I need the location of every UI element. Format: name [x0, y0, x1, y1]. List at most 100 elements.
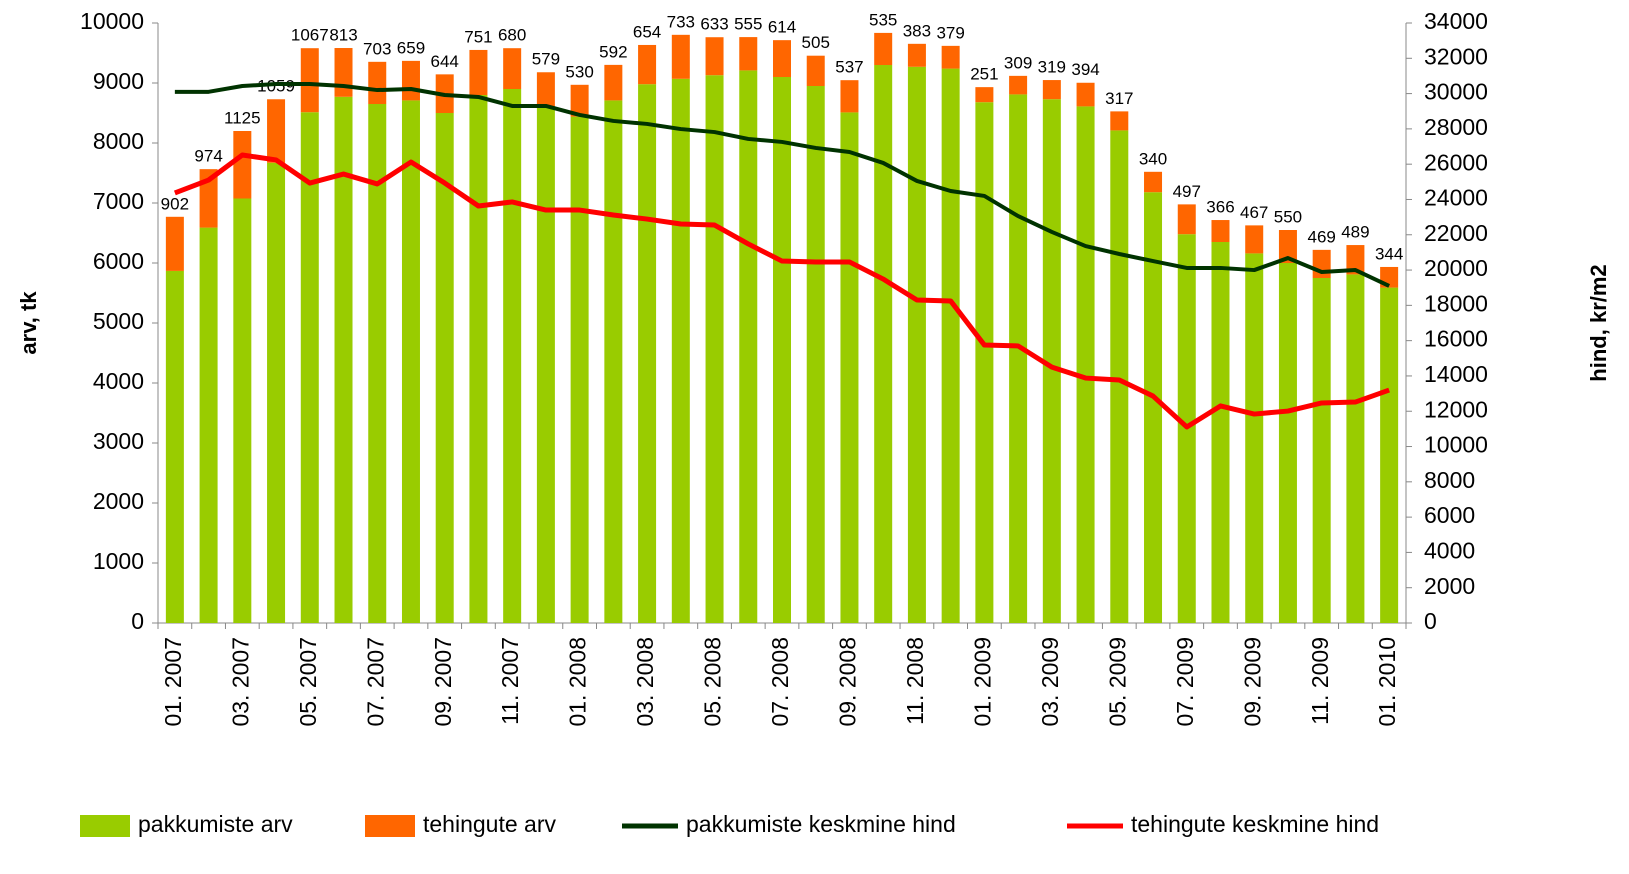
bar-segment [469, 49, 488, 95]
legend-swatch [365, 815, 415, 837]
y2-tick-label: 2000 [1424, 573, 1475, 599]
data-label: 592 [599, 42, 627, 61]
bar-segment [874, 32, 893, 65]
x-tick-label: 01. 2009 [969, 637, 995, 727]
data-label: 733 [667, 12, 695, 31]
y2-tick-label: 28000 [1424, 114, 1488, 140]
y2-tick-label: 6000 [1424, 502, 1475, 528]
legend-label: pakkumiste arv [138, 811, 293, 837]
bar-segment [1245, 225, 1264, 254]
y-tick-label: 6000 [93, 248, 144, 274]
x-tick-label: 09. 2008 [835, 637, 861, 727]
y-tick-label: 9000 [93, 68, 144, 94]
bar-segment [638, 44, 657, 85]
data-label: 489 [1341, 223, 1369, 242]
bar-segment [368, 61, 387, 104]
data-label: 344 [1375, 244, 1403, 263]
x-tick-label: 05. 2008 [700, 637, 726, 727]
bar-segment [1177, 204, 1196, 235]
bar-segment [1144, 171, 1163, 193]
bar-segment [368, 104, 387, 623]
bar-segment [1278, 230, 1297, 263]
bar-segment [1009, 75, 1028, 95]
bar-segment [840, 80, 859, 113]
x-tick-label: 03. 2009 [1037, 637, 1063, 727]
legend-label: tehingute keskmine hind [1131, 811, 1379, 837]
bar-segment [941, 68, 960, 624]
data-label: 1125 [224, 108, 261, 127]
line-series [174, 82, 1390, 288]
bar-segment [1346, 245, 1365, 275]
bar-segment [773, 40, 791, 77]
bar-segment [907, 43, 926, 67]
data-label: 579 [532, 50, 560, 69]
x-tick-label: 07. 2007 [362, 637, 388, 727]
x-tick-label: 01. 2008 [565, 637, 591, 727]
bar-segment [570, 84, 589, 117]
data-label: 383 [903, 21, 931, 40]
y2-tick-label: 24000 [1424, 185, 1488, 211]
bar-segment [806, 86, 825, 623]
data-label: 379 [936, 23, 964, 42]
bar-segment [1009, 94, 1028, 623]
data-label: 505 [802, 33, 830, 52]
y-tick-label: 4000 [93, 368, 144, 394]
bar-segment [773, 77, 791, 623]
y-tick-label: 7000 [93, 188, 144, 214]
bar-segment [1110, 130, 1129, 623]
y2-tick-label: 34000 [1424, 8, 1488, 34]
y-axis-label: arv, tk [16, 291, 41, 355]
bar-segment [570, 116, 589, 623]
bar-segment [469, 95, 488, 623]
y2-tick-label: 10000 [1424, 432, 1488, 458]
data-label: 535 [869, 10, 897, 29]
legend-label: tehingute arv [423, 811, 556, 837]
data-label: 317 [1105, 89, 1133, 108]
bar-segment [401, 60, 420, 101]
bar-segment [401, 100, 420, 623]
bar-segment [604, 64, 623, 101]
data-label: 633 [700, 15, 728, 34]
x-tick-label: 07. 2008 [767, 637, 793, 727]
x-tick-label: 11. 2009 [1307, 637, 1333, 725]
data-label: 340 [1139, 149, 1167, 168]
bar-segment [941, 45, 960, 69]
bar-segment [199, 227, 218, 623]
bar-segment [503, 48, 522, 89]
data-label: 1059 [257, 77, 295, 96]
y2-tick-label: 0 [1424, 608, 1437, 634]
y-tick-label: 8000 [93, 128, 144, 154]
data-label: 394 [1071, 60, 1099, 79]
x-tick-label: 09. 2009 [1239, 637, 1265, 727]
x-tick-label: 01. 2007 [160, 637, 186, 727]
x-tick-label: 05. 2007 [295, 637, 321, 727]
bar-segment [267, 162, 286, 624]
y-tick-label: 3000 [93, 428, 144, 454]
data-label: 1067 [291, 26, 329, 45]
y-tick-label: 2000 [93, 488, 144, 514]
data-label: 467 [1240, 203, 1268, 222]
y2-tick-label: 16000 [1424, 326, 1488, 352]
bar-segment [334, 48, 353, 97]
y-tick-label: 1000 [93, 548, 144, 574]
data-label: 366 [1206, 198, 1234, 217]
bar-segment [1144, 192, 1163, 623]
bar-segment [604, 100, 623, 623]
bar-segment [739, 37, 758, 71]
y2-tick-label: 32000 [1424, 43, 1488, 69]
bar-segment [1380, 287, 1399, 623]
data-label: 530 [565, 62, 593, 81]
bar-segment [739, 70, 758, 623]
x-tick-label: 07. 2009 [1172, 637, 1198, 727]
data-label: 614 [768, 18, 796, 37]
bar-segment [334, 96, 353, 624]
legend-swatch [80, 815, 130, 837]
y2-tick-label: 12000 [1424, 396, 1488, 422]
y2-tick-label: 4000 [1424, 537, 1475, 563]
bar-segment [975, 87, 994, 103]
bar-segment [300, 112, 319, 623]
bar-segment [233, 198, 252, 623]
y2-tick-label: 14000 [1424, 361, 1488, 387]
bar-segment [536, 107, 555, 623]
bar-segment [1312, 278, 1331, 623]
